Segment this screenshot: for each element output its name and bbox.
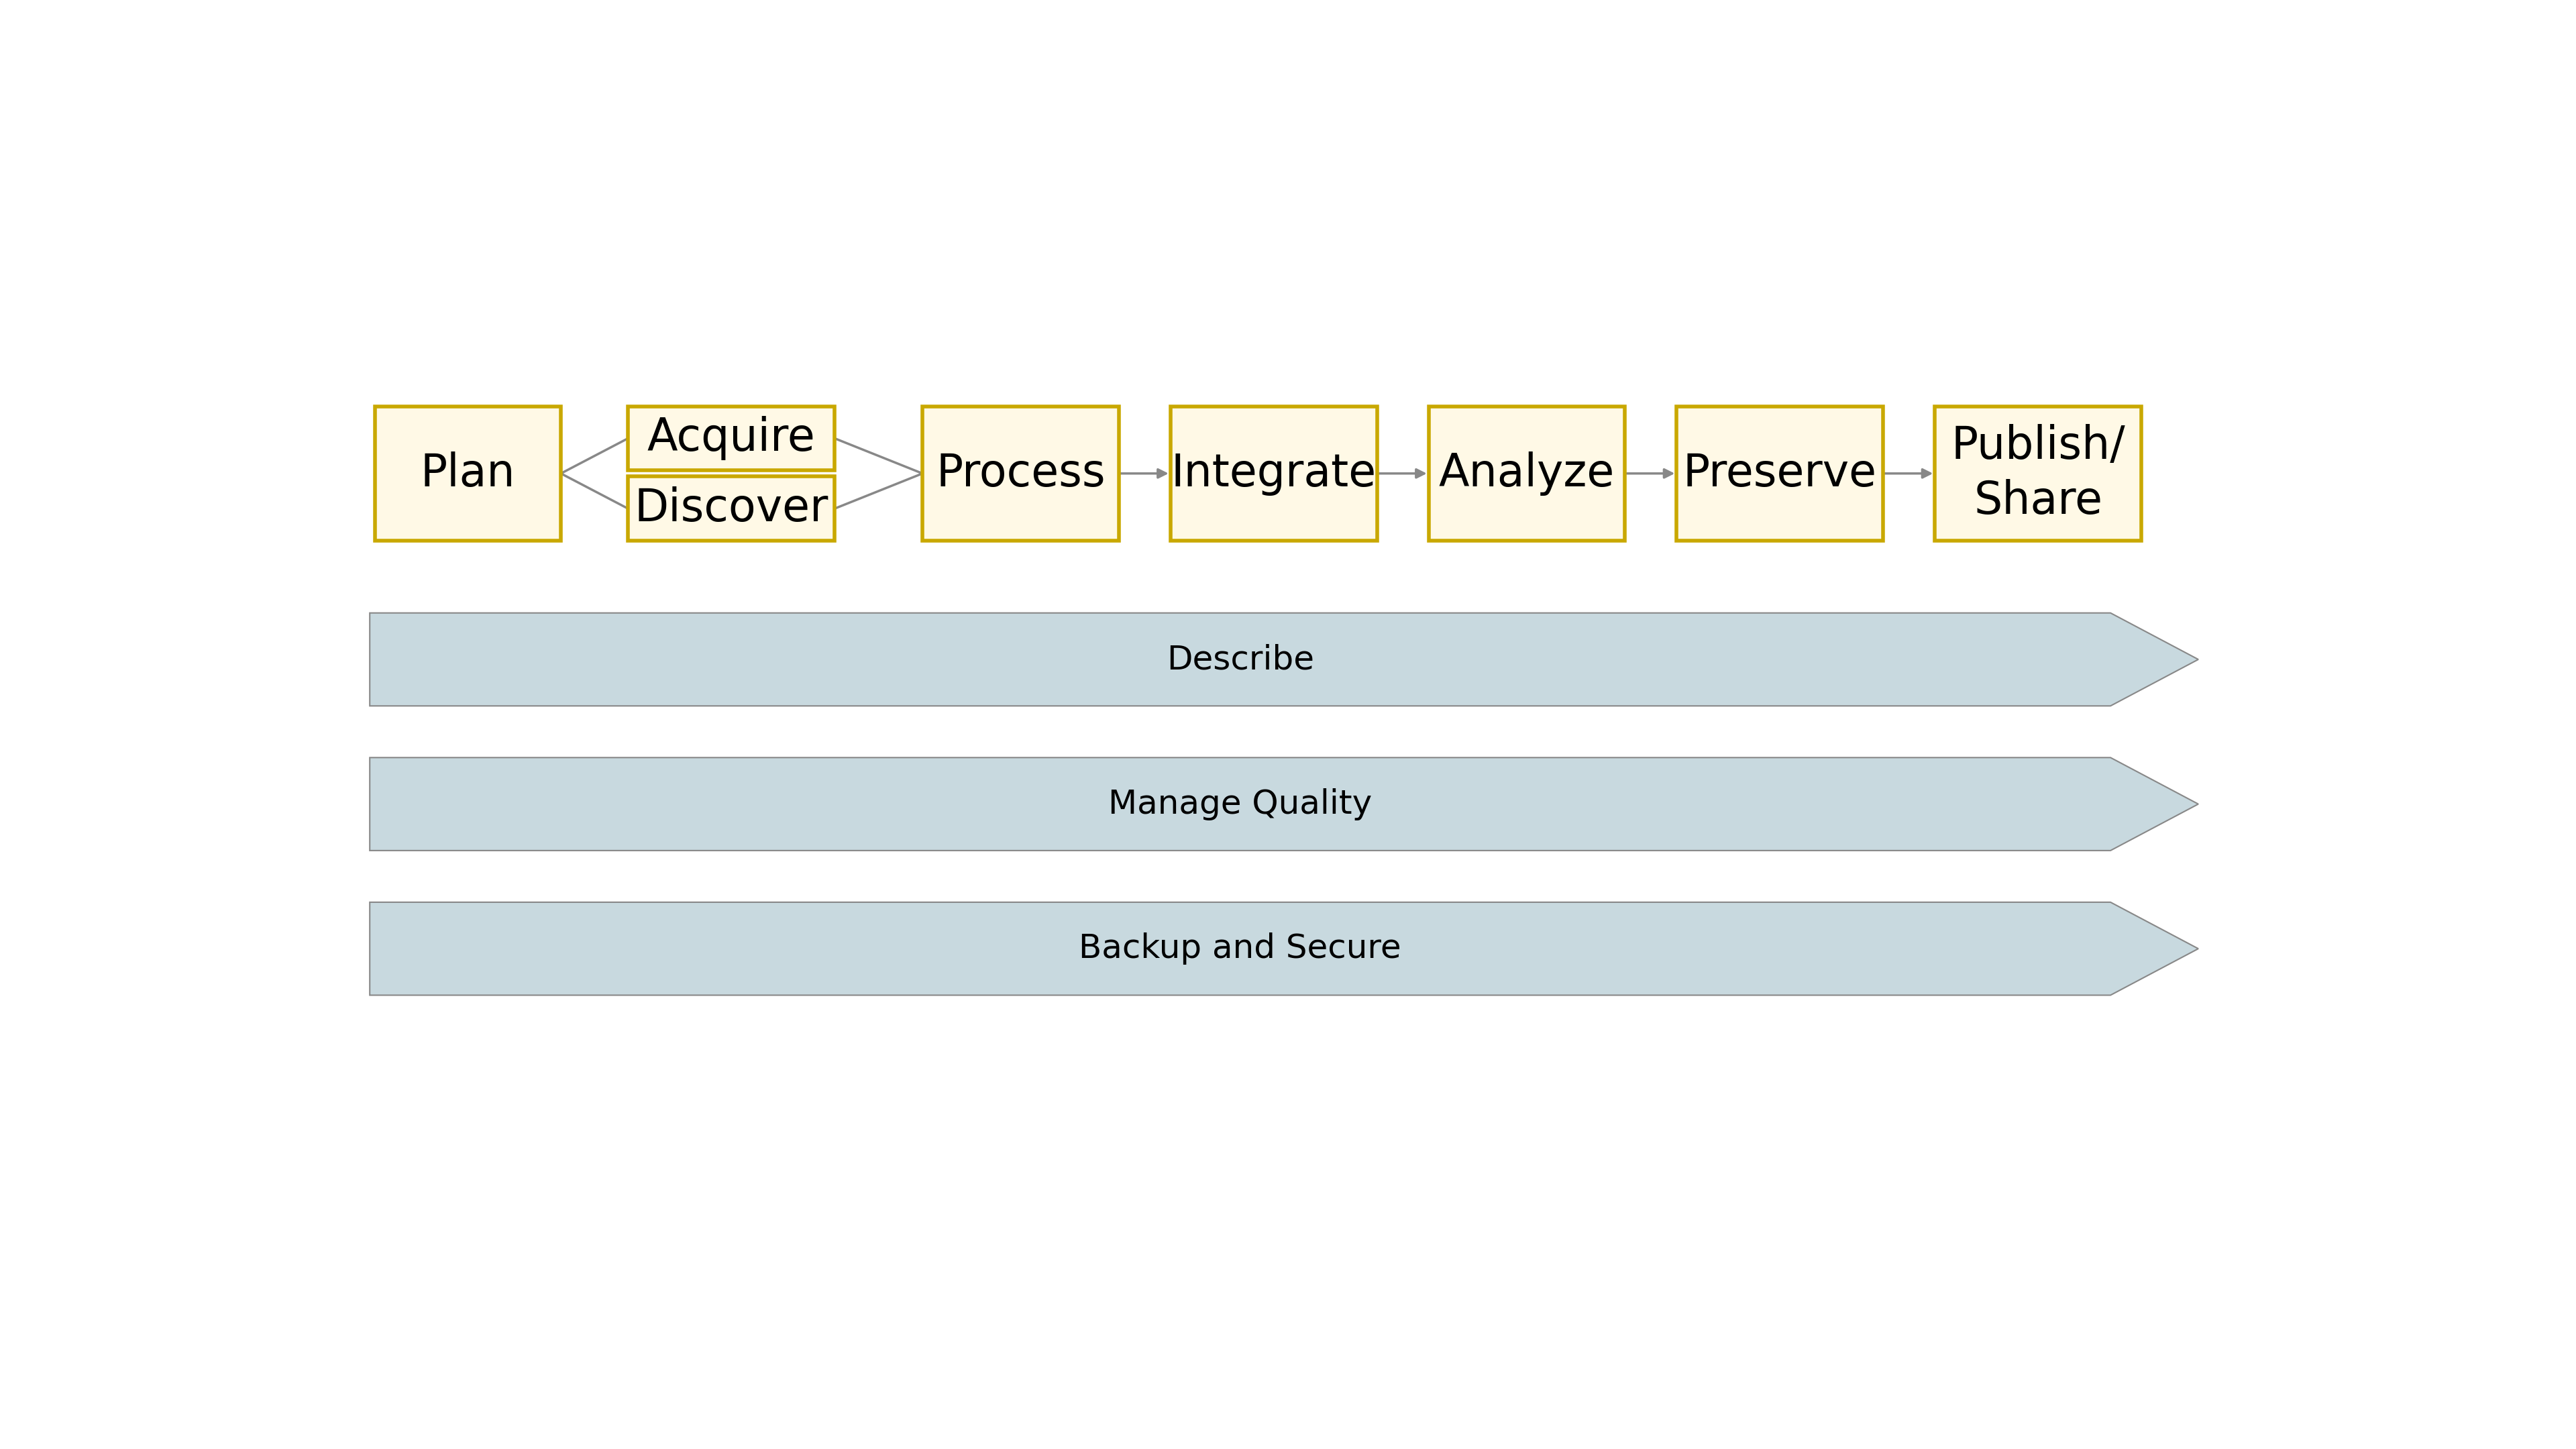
Text: Manage Quality: Manage Quality bbox=[1108, 788, 1373, 820]
Text: Integrate: Integrate bbox=[1172, 451, 1376, 496]
FancyBboxPatch shape bbox=[629, 406, 835, 471]
Text: Analyze: Analyze bbox=[1440, 451, 1615, 496]
Text: Publish/
Share: Publish/ Share bbox=[1950, 425, 2125, 523]
Text: Process: Process bbox=[935, 451, 1105, 496]
FancyBboxPatch shape bbox=[629, 477, 835, 540]
Text: Discover: Discover bbox=[634, 487, 829, 530]
Text: Plan: Plan bbox=[420, 451, 515, 496]
FancyBboxPatch shape bbox=[376, 406, 562, 540]
FancyBboxPatch shape bbox=[1677, 406, 1883, 540]
FancyArrow shape bbox=[371, 903, 2197, 995]
Text: Backup and Secure: Backup and Secure bbox=[1079, 933, 1401, 965]
Text: Describe: Describe bbox=[1167, 643, 1314, 675]
FancyBboxPatch shape bbox=[1935, 406, 2141, 540]
FancyArrow shape bbox=[371, 758, 2197, 851]
FancyBboxPatch shape bbox=[922, 406, 1118, 540]
FancyBboxPatch shape bbox=[1170, 406, 1378, 540]
FancyArrow shape bbox=[371, 613, 2197, 706]
FancyBboxPatch shape bbox=[1430, 406, 1625, 540]
Text: Preserve: Preserve bbox=[1682, 451, 1878, 496]
Text: Acquire: Acquire bbox=[647, 416, 817, 461]
